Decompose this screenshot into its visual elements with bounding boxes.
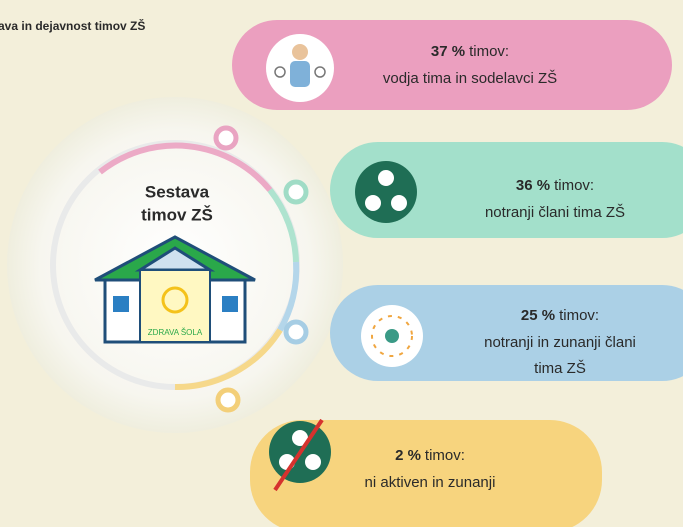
item-description: tima ZŠ: [534, 360, 586, 377]
icon-team-green: [355, 161, 417, 223]
item-percent: 36 %: [516, 177, 550, 194]
item-description: notranji in zunanji člani: [484, 334, 636, 351]
item-heading: 37 %timov:: [431, 43, 509, 60]
item-heading: 2 %timov:: [395, 447, 465, 464]
icon-people: [266, 34, 334, 102]
item-unit: timov:: [559, 307, 599, 324]
item-unit: timov:: [554, 177, 594, 194]
center-label: Sestava: [145, 182, 210, 201]
infographic: ZDRAVA ŠOLA ava in dejavnost timov ZŠ Se…: [0, 0, 683, 527]
item-description: vodja tima in sodelavci ZŠ: [383, 70, 557, 87]
item-unit: timov:: [469, 43, 509, 60]
item-unit: timov:: [425, 447, 465, 464]
item-heading: 25 %timov:: [521, 307, 599, 324]
item-percent: 25 %: [521, 307, 555, 324]
item-percent: 37 %: [431, 43, 465, 60]
page: {"title": "ava in dejavnost timov ZŠ", "…: [0, 0, 683, 527]
item-description: ni aktiven in zunanji: [365, 474, 496, 491]
sign-text: ZDRAVA ŠOLA: [148, 328, 203, 337]
item-description: notranji člani tima ZŠ: [485, 204, 625, 221]
item-heading: 36 %timov:: [516, 177, 594, 194]
title: ava in dejavnost timov ZŠ: [0, 18, 145, 33]
center-label: timov ZŠ: [141, 205, 213, 224]
icon-network: [361, 305, 423, 367]
item-percent: 2 %: [395, 447, 421, 464]
